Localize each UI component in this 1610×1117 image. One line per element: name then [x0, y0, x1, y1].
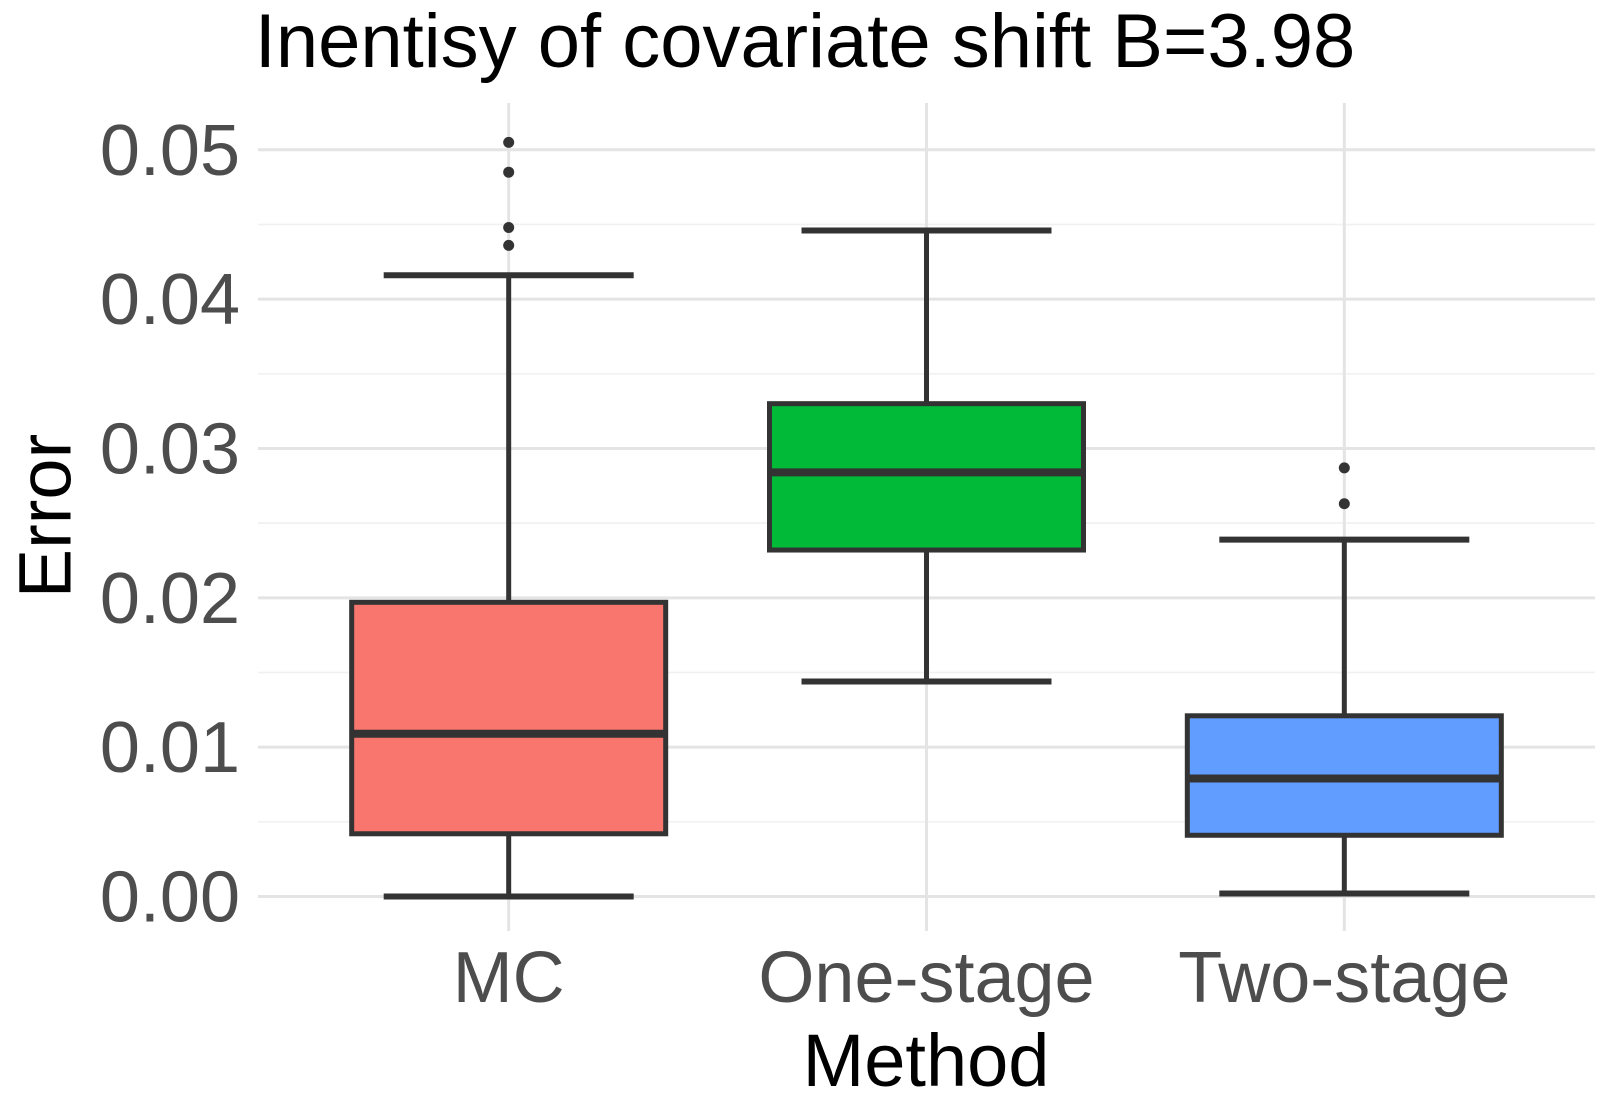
- outlier-point: [503, 221, 515, 233]
- outlier-point: [503, 136, 515, 148]
- outlier-point: [503, 239, 515, 251]
- y-tick-label: 0.02: [100, 559, 240, 639]
- y-tick-label: 0.01: [100, 708, 240, 788]
- chart-title: Inentisy of covariate shift B=3.98: [254, 0, 1356, 84]
- y-tick-label: 0.00: [100, 858, 240, 938]
- iqr-box-mc: [349, 599, 669, 837]
- x-tick-label: One-stage: [758, 938, 1094, 1018]
- x-tick-label: MC: [453, 938, 565, 1018]
- y-tick-label: 0.03: [100, 409, 240, 489]
- iqr-box-one-stage: [767, 401, 1086, 553]
- outlier-point: [503, 166, 515, 178]
- y-tick-label: 0.05: [100, 111, 240, 191]
- outlier-point: [1338, 498, 1350, 510]
- y-tick-label: 0.04: [100, 260, 240, 340]
- x-tick-label: Two-stage: [1178, 938, 1510, 1018]
- outlier-point: [1338, 462, 1350, 474]
- x-axis-title: Method: [802, 1019, 1050, 1102]
